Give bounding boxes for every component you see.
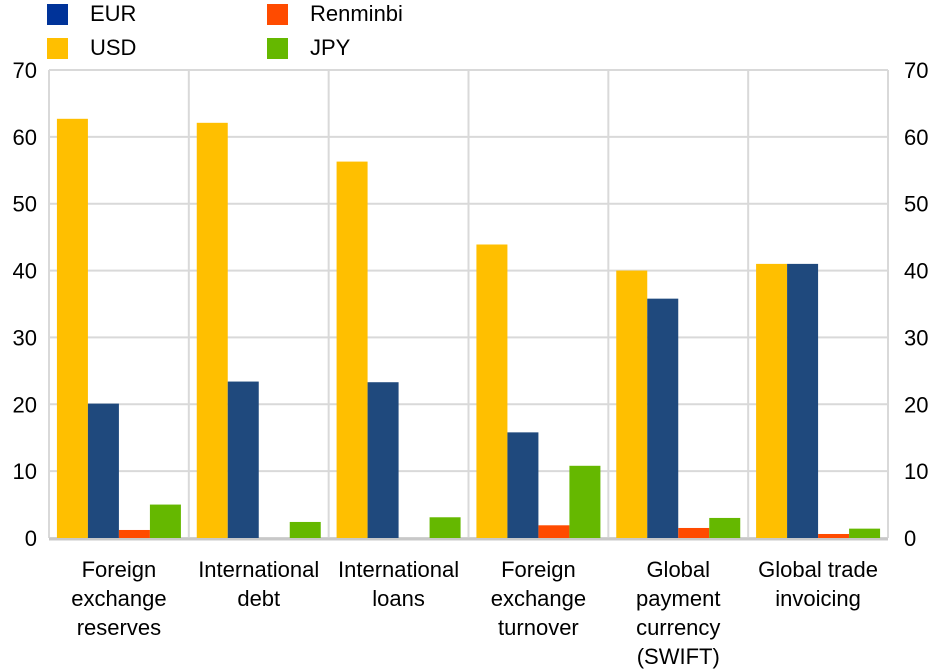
bar-usd [196, 122, 228, 539]
y-tick-label-left: 60 [13, 125, 37, 150]
bar-eur [367, 382, 399, 538]
bar-usd [616, 270, 648, 538]
bar-usd [476, 244, 508, 539]
bar-eur [87, 403, 119, 538]
y-tick-label-left: 20 [13, 392, 37, 417]
bar-eur [787, 263, 819, 538]
legend-label-usd: USD [90, 35, 137, 60]
bar-jpy [849, 528, 881, 538]
bar-eur [647, 298, 679, 538]
y-tick-label-right: 20 [904, 392, 928, 417]
x-category-label: Foreign exchange turnover [490, 557, 587, 640]
bar-eur [507, 432, 539, 538]
y-tick-label-left: 70 [13, 58, 37, 83]
legend-label-renminbi: Renminbi [310, 1, 403, 26]
y-tick-label-right: 30 [904, 325, 928, 350]
bar-renminbi [538, 525, 570, 538]
y-tick-label-right: 70 [904, 58, 928, 83]
bar-jpy [709, 517, 741, 538]
legend-swatch-renminbi [267, 3, 288, 25]
y-tick-label-left: 0 [25, 526, 37, 551]
legend-item-renminbi: Renminbi [267, 1, 403, 27]
bar-usd [336, 161, 368, 538]
y-tick-label-right: 10 [904, 459, 928, 484]
x-category-label: International debt [198, 557, 320, 611]
legend-item-usd: USD [47, 35, 136, 61]
legend-swatch-eur [47, 3, 68, 25]
y-tick-label-right: 50 [904, 192, 928, 217]
legend-item-jpy: JPY [267, 35, 350, 61]
bar-jpy [149, 504, 181, 538]
legend-label-eur: EUR [90, 1, 137, 26]
y-tick-label-right: 0 [904, 526, 916, 551]
legend-swatch-usd [47, 37, 68, 59]
bar-renminbi [118, 529, 150, 538]
bar-jpy [289, 521, 321, 538]
legend-label-jpy: JPY [310, 35, 351, 60]
bar-usd [56, 118, 88, 538]
bar-renminbi [818, 533, 850, 538]
y-tick-label-left: 50 [13, 192, 37, 217]
bar-jpy [429, 517, 461, 538]
x-category-label: International loans [338, 557, 460, 611]
y-tick-label-left: 40 [13, 259, 37, 284]
x-category-label: Global trade invoicing [758, 557, 878, 611]
bar-usd [756, 263, 788, 538]
bar-eur [227, 381, 259, 538]
bar-jpy [569, 465, 601, 538]
y-tick-label-left: 30 [13, 325, 37, 350]
y-tick-label-right: 40 [904, 259, 928, 284]
y-tick-label-right: 60 [904, 125, 928, 150]
legend-item-eur: EUR [47, 1, 136, 27]
x-category-label: Foreign exchange reserves [71, 557, 167, 640]
bar-renminbi [678, 527, 710, 538]
y-tick-label-left: 10 [13, 459, 37, 484]
legend-swatch-jpy [267, 37, 288, 59]
x-category-label: Global payment currency (SWIFT) [636, 557, 721, 669]
